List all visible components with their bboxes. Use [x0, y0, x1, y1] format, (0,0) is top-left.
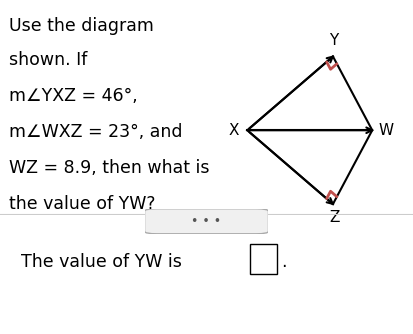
FancyBboxPatch shape: [145, 209, 268, 234]
Text: the value of YW?: the value of YW?: [9, 195, 155, 213]
Text: Z: Z: [329, 210, 339, 225]
Text: X: X: [228, 123, 239, 138]
Text: shown. If: shown. If: [9, 51, 87, 69]
Text: W: W: [379, 123, 394, 138]
Text: The value of YW is: The value of YW is: [21, 253, 187, 271]
FancyBboxPatch shape: [250, 244, 277, 274]
Text: Use the diagram: Use the diagram: [9, 17, 154, 35]
Text: m∠WXZ = 23°, and: m∠WXZ = 23°, and: [9, 123, 182, 141]
Text: Y: Y: [330, 33, 339, 48]
Text: • • •: • • •: [192, 215, 221, 228]
Text: .: .: [281, 253, 286, 271]
Text: m∠YXZ = 46°,: m∠YXZ = 46°,: [9, 87, 138, 105]
Text: WZ = 8.9, then what is: WZ = 8.9, then what is: [9, 159, 209, 177]
